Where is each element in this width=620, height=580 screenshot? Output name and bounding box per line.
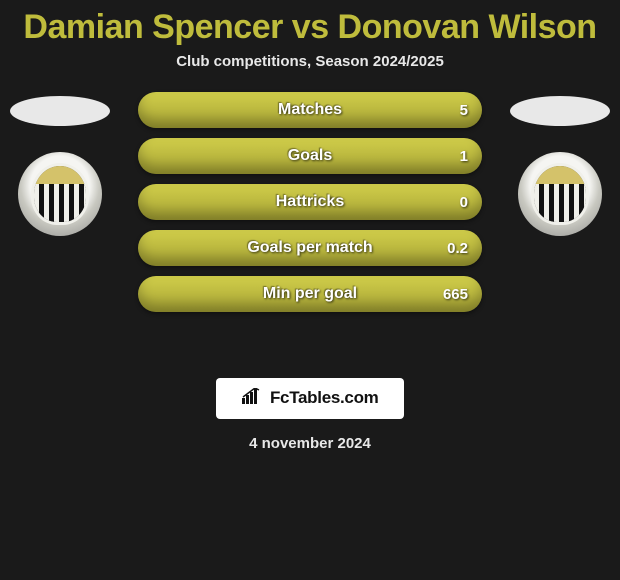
stat-value-right: 665 [443, 276, 468, 312]
stat-bar-goals-per-match: Goals per match 0.2 [138, 230, 482, 266]
comparison-panel: Matches 5 Goals 1 Hattricks 0 Goals per … [0, 92, 620, 372]
stat-bar-matches: Matches 5 [138, 92, 482, 128]
club-crest-left [18, 152, 102, 236]
crest-shield-icon [31, 163, 89, 225]
brand-label: FcTables.com [270, 388, 379, 407]
chart-icon [242, 388, 262, 409]
stat-bar-hattricks: Hattricks 0 [138, 184, 482, 220]
crest-shield-icon [531, 163, 589, 225]
stat-value-right: 0 [460, 184, 468, 220]
stat-label: Hattricks [138, 184, 482, 220]
stat-value-right: 5 [460, 92, 468, 128]
stat-value-right: 0.2 [447, 230, 468, 266]
page-title: Damian Spencer vs Donovan Wilson [0, 8, 620, 47]
stat-bar-min-per-goal: Min per goal 665 [138, 276, 482, 312]
footer: FcTables.com 4 november 2024 [0, 378, 620, 452]
brand-badge: FcTables.com [216, 378, 405, 419]
page-subtitle: Club competitions, Season 2024/2025 [0, 53, 620, 70]
club-crest-right [518, 152, 602, 236]
player-right-placeholder [510, 96, 610, 126]
stat-label: Matches [138, 92, 482, 128]
stat-label: Goals per match [138, 230, 482, 266]
header: Damian Spencer vs Donovan Wilson Club co… [0, 0, 620, 74]
player-left-placeholder [10, 96, 110, 126]
stat-bars: Matches 5 Goals 1 Hattricks 0 Goals per … [138, 92, 482, 322]
date-label: 4 november 2024 [0, 435, 620, 452]
stat-bar-goals: Goals 1 [138, 138, 482, 174]
stat-value-right: 1 [460, 138, 468, 174]
stat-label: Goals [138, 138, 482, 174]
stat-label: Min per goal [138, 276, 482, 312]
